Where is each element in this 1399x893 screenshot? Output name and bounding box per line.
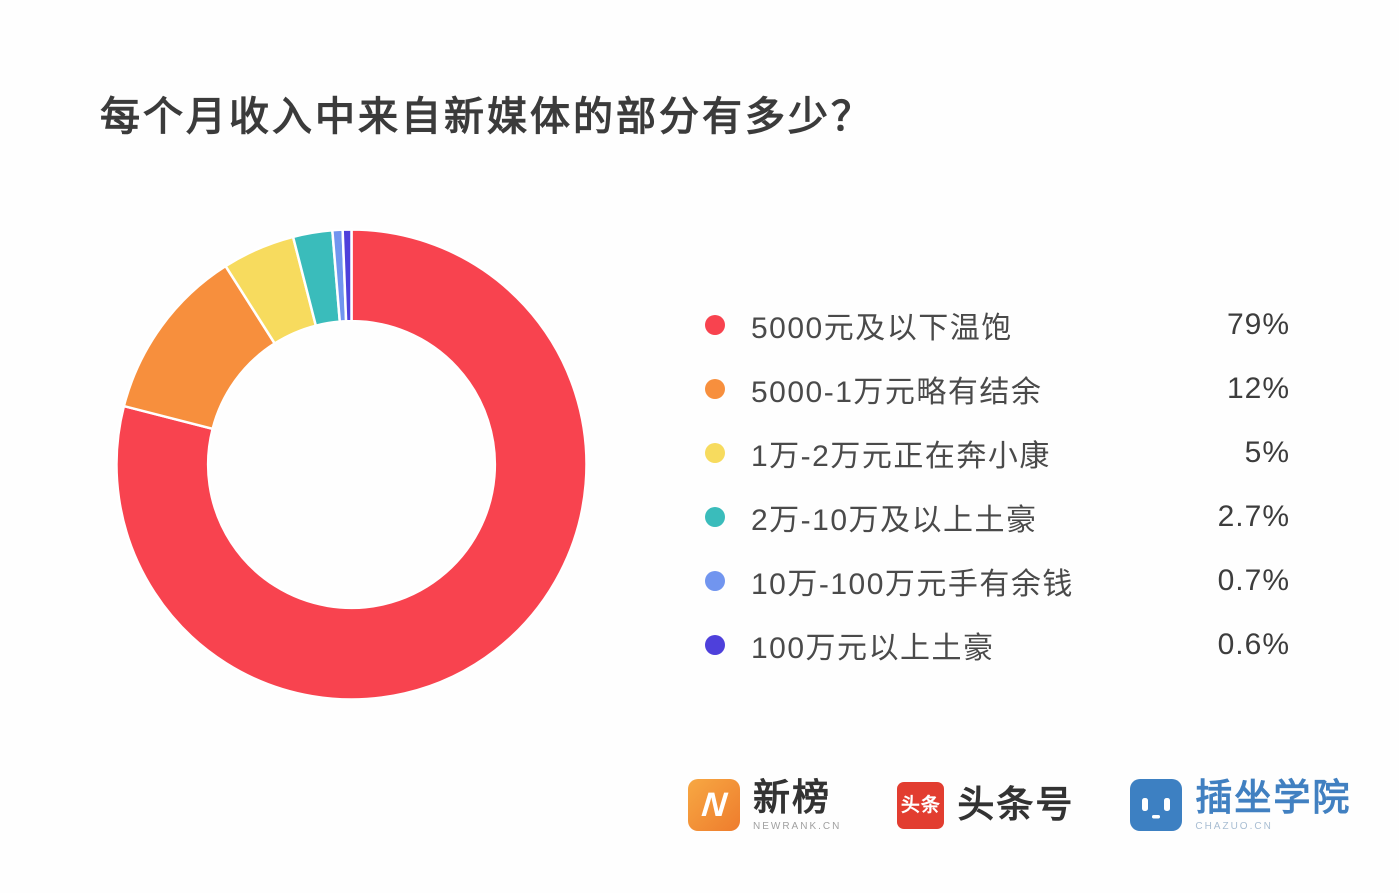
legend-item: 2万-10万及以上土豪 2.7% <box>705 485 1290 549</box>
legend-color-dot <box>705 379 725 399</box>
donut-chart-svg <box>115 228 588 701</box>
legend-label: 10万-100万元手有余钱 <box>751 568 1074 601</box>
legend-value: 0.6% <box>1217 628 1290 661</box>
toutiao-logo-icon: 头条 <box>897 781 945 829</box>
legend-label: 100万元以上土豪 <box>751 632 995 665</box>
footer-logos: N 新榜 NEWRANK.CN 头条 头条号 插坐学院 <box>688 777 1352 832</box>
newrank-n-glyph: N <box>699 786 729 825</box>
donut-chart <box>115 228 588 701</box>
legend-label: 5000-1万元略有结余 <box>751 376 1043 409</box>
legend-item: 10万-100万元手有余钱 0.7% <box>705 549 1290 613</box>
legend-label: 1万-2万元正在奔小康 <box>751 440 1051 473</box>
legend-item: 1万-2万元正在奔小康 5% <box>705 421 1290 485</box>
chazuo-logo-text: 插坐学院 <box>1195 777 1352 818</box>
newrank-logo-icon: N <box>688 779 740 832</box>
toutiao-logo: 头条 头条号 <box>897 781 1075 829</box>
legend-value: 79% <box>1226 308 1290 341</box>
newrank-logo-text: 新榜 <box>753 777 831 818</box>
legend: 5000元及以下温饱 79% 5000-1万元略有结余 12% 1万-2万元正在奔小康 5… <box>705 293 1290 677</box>
legend-value: 2.7% <box>1217 500 1290 533</box>
legend-item: 100万元以上土豪 0.6% <box>705 613 1290 677</box>
legend-value: 12% <box>1226 372 1290 405</box>
donut-slice-5 <box>341 228 353 323</box>
toutiao-logo-text: 头条号 <box>957 784 1075 825</box>
newrank-logo: N 新榜 NEWRANK.CN <box>688 777 842 832</box>
newrank-logo-subtext: NEWRANK.CN <box>753 820 842 832</box>
legend-label: 2万-10万及以上土豪 <box>751 504 1038 537</box>
chazuo-logo-icon <box>1130 779 1183 832</box>
page-title: 每个月收入中来自新媒体的部分有多少？ <box>100 95 874 139</box>
legend-color-dot <box>705 507 725 527</box>
chazuo-logo-subtext: CHAZUO.CN <box>1195 820 1273 832</box>
legend-color-dot <box>705 443 725 463</box>
legend-value: 0.7% <box>1217 564 1290 597</box>
legend-item: 5000元及以下温饱 79% <box>705 293 1290 357</box>
legend-color-dot <box>705 571 725 591</box>
legend-color-dot <box>705 635 725 655</box>
toutiao-badge-text: 头条 <box>900 794 941 816</box>
legend-value: 5% <box>1244 436 1290 469</box>
legend-label: 5000元及以下温饱 <box>751 312 1013 345</box>
legend-item: 5000-1万元略有结余 12% <box>705 357 1290 421</box>
donut-slice-0 <box>115 228 588 701</box>
chazuo-logo: 插坐学院 CHAZUO.CN <box>1130 777 1352 832</box>
legend-color-dot <box>705 315 725 335</box>
